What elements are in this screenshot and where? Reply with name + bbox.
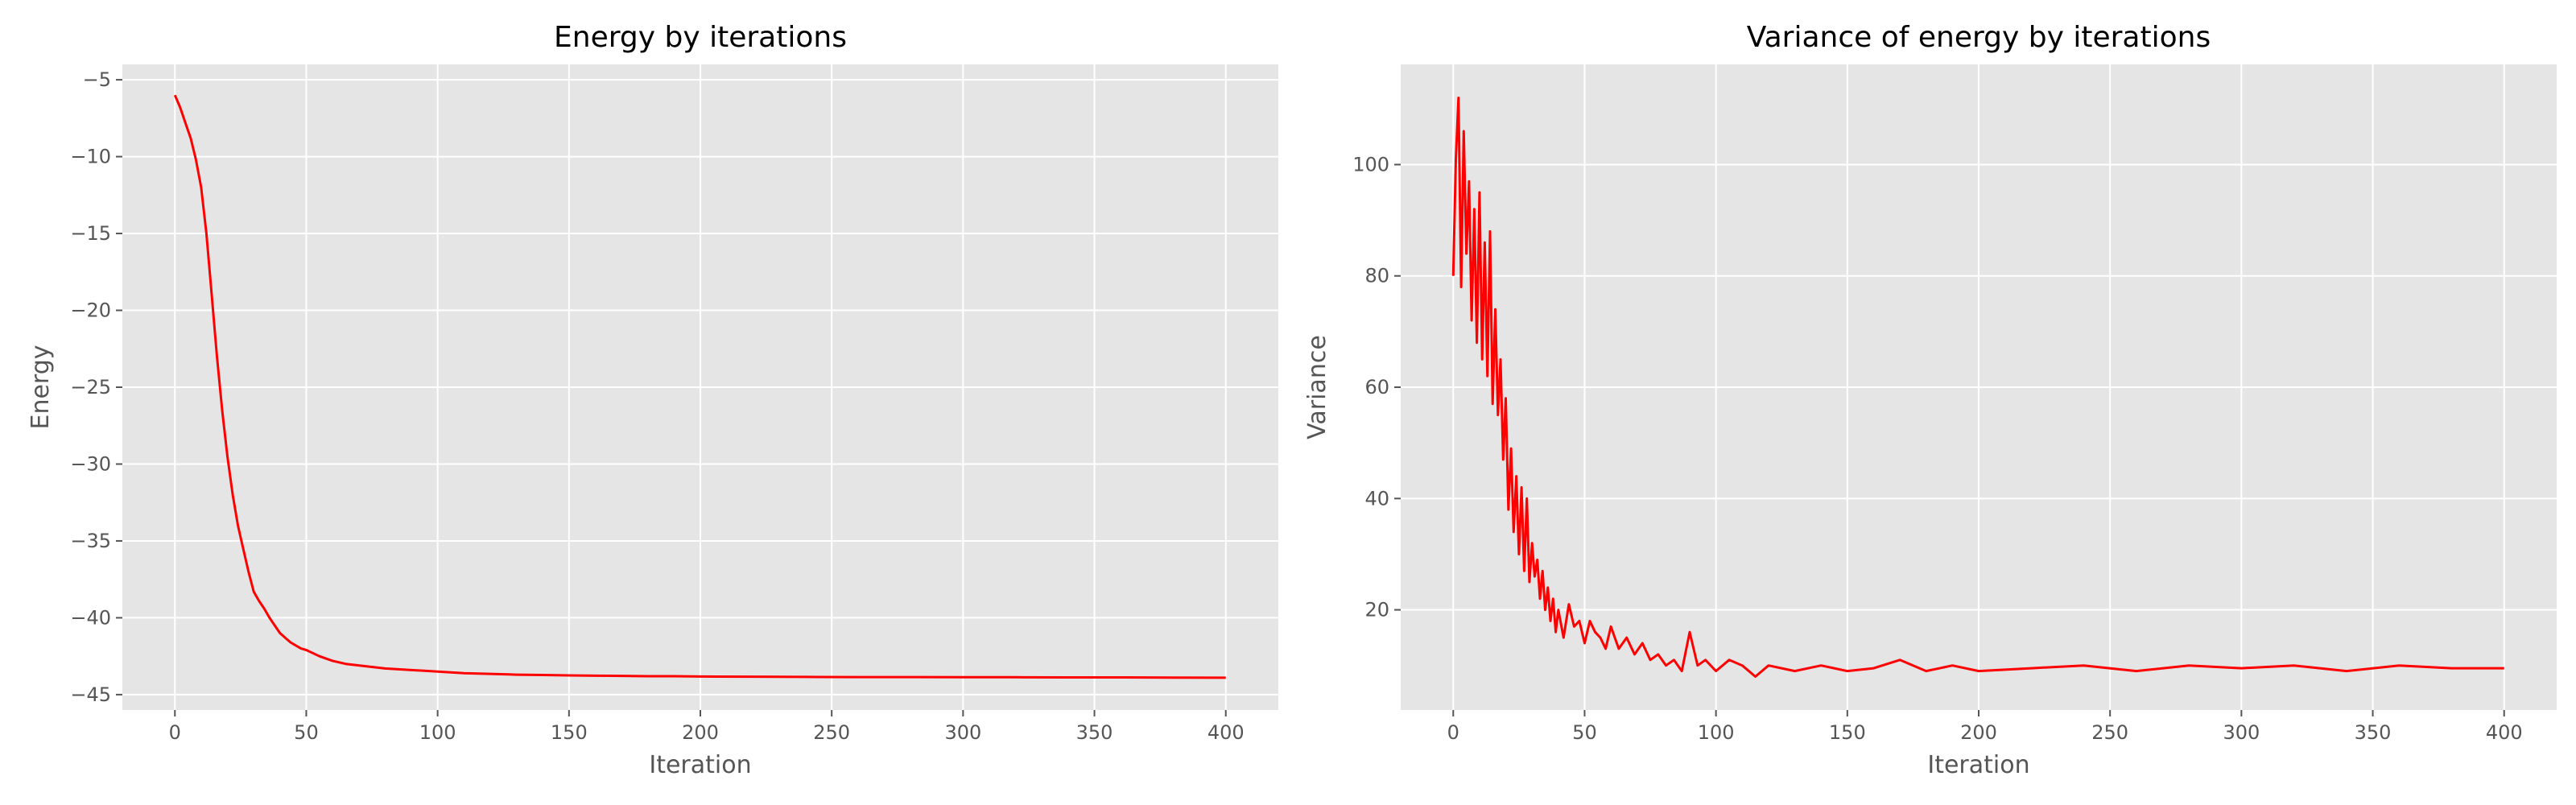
x-tick-label: 0 (1447, 721, 1459, 744)
y-tick-label: 20 (1364, 599, 1389, 621)
y-tick-label: −10 (70, 146, 111, 168)
x-tick-label: 150 (1829, 721, 1866, 744)
ticks-variance: 0 50 100 150 200 250 300 350 400 20 40 60 80 100 (1352, 153, 2522, 744)
y-tick-label: −35 (70, 530, 111, 552)
x-tick-label: 50 (294, 721, 319, 744)
x-tick-label: 400 (2486, 721, 2523, 744)
y-tick-label: −40 (70, 606, 111, 629)
x-tick-label: 100 (1698, 721, 1735, 744)
x-tick-label: 250 (2091, 721, 2128, 744)
y-tick-label: 40 (1364, 487, 1389, 510)
y-axis-label: Variance (1303, 335, 1331, 440)
x-tick-label: 300 (944, 721, 981, 744)
x-tick-label: 200 (1960, 721, 1997, 744)
x-tick-label: 350 (1076, 721, 1113, 744)
x-tick-label: 50 (1572, 721, 1597, 744)
x-tick-label: 350 (2355, 721, 2392, 744)
x-tick-label: 400 (1208, 721, 1245, 744)
chart-title: Energy by iterations (554, 21, 847, 54)
gridlines-variance (1401, 64, 2557, 710)
gridlines-energy (122, 64, 1278, 710)
y-axis-label: Energy (27, 345, 55, 429)
y-tick-label: −5 (83, 68, 111, 91)
x-tick-label: 250 (813, 721, 850, 744)
x-tick-label: 300 (2223, 721, 2260, 744)
y-tick-label: 80 (1364, 265, 1389, 287)
x-axis-label: Iteration (1927, 751, 2029, 779)
series-layer-variance (1451, 97, 2504, 678)
y-tick-label: −20 (70, 299, 111, 322)
series-line (1451, 97, 2504, 678)
series-layer-energy (173, 94, 1226, 679)
x-tick-label: 0 (169, 721, 181, 744)
ticks-energy: 0 50 100 150 200 250 300 350 400 −5 −10 −15 −20 −25 −3… (70, 68, 1244, 744)
y-tick-label: −25 (70, 376, 111, 398)
chart-title: Variance of energy by iterations (1747, 21, 2211, 54)
y-tick-label: −15 (70, 222, 111, 245)
x-tick-label: 200 (682, 721, 719, 744)
y-tick-label: 60 (1364, 376, 1389, 398)
x-tick-label: 100 (419, 721, 456, 744)
y-tick-label: −30 (70, 452, 111, 475)
chart-energy: 0 50 100 150 200 250 300 350 400 −5 −10 −15 −20 −25 −3… (27, 21, 1278, 779)
y-tick-label: −45 (70, 683, 111, 706)
chart-variance: 0 50 100 150 200 250 300 350 400 20 40 60 80 100 Vari… (1303, 21, 2557, 779)
series-line (173, 94, 1226, 679)
x-tick-label: 150 (551, 721, 588, 744)
x-axis-label: Iteration (649, 751, 751, 779)
y-tick-label: 100 (1352, 153, 1389, 175)
